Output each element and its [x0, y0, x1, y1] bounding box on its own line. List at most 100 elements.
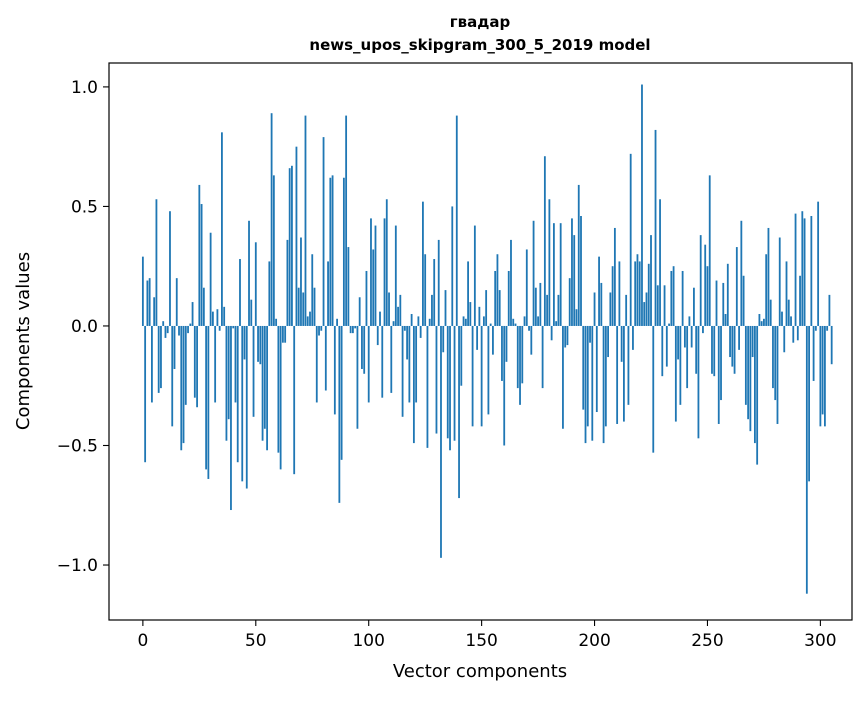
bar-132 [440, 325, 442, 558]
bar-89 [342, 177, 345, 326]
bar-22 [191, 302, 194, 326]
bar-48 [250, 299, 253, 326]
bar-231 [663, 285, 666, 326]
bar-112 [394, 225, 397, 326]
bar-290 [796, 325, 799, 341]
bar-65 [288, 168, 291, 326]
bar-169 [523, 316, 526, 326]
bar-279 [772, 325, 774, 389]
bar-214 [625, 294, 628, 326]
bar-103 [374, 225, 377, 326]
bar-292 [801, 211, 804, 326]
bar-254 [715, 280, 718, 326]
bar-210 [616, 325, 619, 424]
x-tick-label-100: 100 [352, 631, 384, 651]
bar-177 [541, 325, 544, 389]
bar-188 [566, 325, 569, 346]
bar-213 [623, 325, 625, 422]
bar-238 [679, 325, 682, 405]
bar-285 [785, 261, 788, 326]
bar-66 [291, 165, 293, 326]
bar-154 [489, 323, 492, 326]
bar-281 [776, 325, 779, 424]
bar-220 [638, 261, 641, 326]
bar-109 [388, 292, 390, 326]
bar-156 [494, 270, 497, 326]
bar-192 [575, 309, 578, 326]
bar-259 [726, 263, 729, 326]
bar-262 [733, 325, 736, 374]
x-tick-label-250: 250 [691, 631, 723, 651]
bar-171 [528, 325, 530, 331]
bar-194 [580, 216, 582, 326]
bar-120 [412, 325, 415, 444]
bar-180 [548, 199, 551, 326]
bar-67 [293, 325, 296, 475]
bar-226 [652, 325, 655, 453]
bar-253 [713, 325, 716, 377]
bar-252 [711, 325, 713, 374]
bar-42 [236, 325, 239, 463]
bar-228 [656, 285, 659, 326]
bar-118 [408, 325, 411, 403]
bar-16 [178, 325, 180, 336]
bar-185 [559, 223, 562, 326]
bar-239 [681, 270, 684, 326]
bar-265 [740, 220, 743, 326]
bar-135 [446, 325, 449, 439]
bar-99 [365, 270, 368, 326]
bar-96 [358, 297, 361, 326]
bar-41 [234, 325, 237, 403]
bar-25 [198, 184, 201, 326]
bar-3 [148, 278, 151, 326]
y-tick-label-1: −0.5 [57, 436, 98, 456]
bar-76 [313, 287, 316, 326]
bar-280 [774, 325, 777, 401]
bar-80 [322, 137, 325, 326]
bar-15 [175, 278, 178, 326]
bar-37 [225, 325, 228, 441]
bar-2 [146, 280, 149, 326]
bar-302 [824, 325, 826, 427]
bar-158 [498, 290, 501, 326]
bar-128 [431, 294, 433, 326]
y-tick-label-3: 0.5 [71, 197, 98, 217]
bar-229 [659, 199, 661, 326]
bar-257 [722, 282, 725, 326]
bar-55 [266, 325, 268, 451]
bar-68 [295, 146, 298, 326]
bar-232 [665, 325, 668, 367]
bar-21 [189, 323, 192, 326]
bar-150 [480, 325, 483, 427]
bar-172 [530, 325, 533, 355]
bar-215 [627, 325, 630, 405]
x-tick-label-200: 200 [578, 631, 610, 651]
bar-165 [514, 323, 517, 326]
bar-7 [157, 325, 160, 393]
bar-91 [347, 247, 350, 326]
bar-78 [318, 325, 320, 336]
bar-8 [160, 325, 162, 389]
bar-56 [268, 261, 271, 326]
bar-261 [731, 325, 734, 367]
bar-77 [315, 325, 318, 403]
bar-211 [618, 261, 621, 326]
bar-216 [629, 153, 632, 326]
bar-163 [510, 239, 512, 326]
bar-131 [437, 239, 440, 326]
bar-45 [243, 325, 246, 360]
bar-277 [767, 227, 770, 326]
bar-289 [794, 213, 797, 326]
bar-244 [693, 287, 695, 326]
bar-240 [683, 325, 686, 348]
bar-20 [187, 325, 189, 334]
bar-205 [604, 325, 607, 427]
bar-0 [141, 256, 144, 326]
bar-283 [781, 311, 783, 326]
y-axis-label: Components values [13, 252, 34, 430]
bar-287 [790, 316, 792, 326]
bar-304 [828, 294, 831, 326]
bar-59 [275, 318, 278, 326]
